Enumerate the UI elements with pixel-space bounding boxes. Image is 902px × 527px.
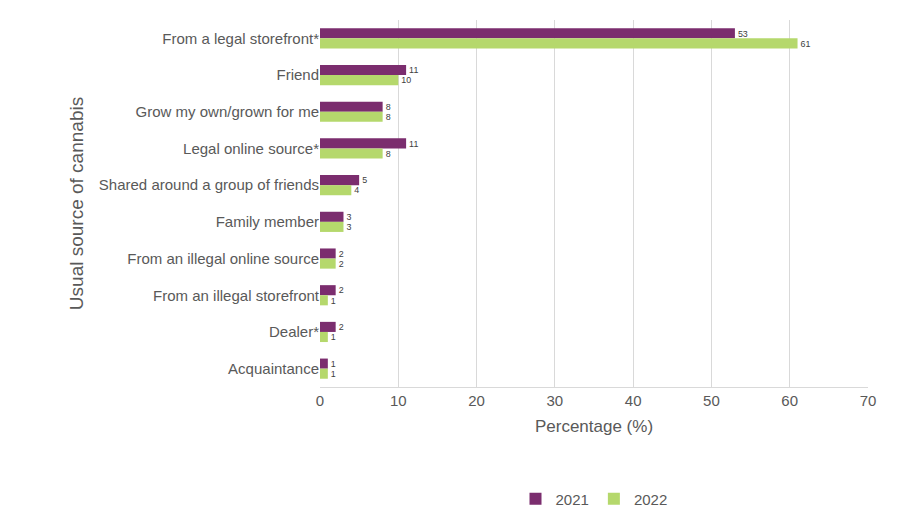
svg-text:Acquaintance: Acquaintance <box>228 360 319 377</box>
svg-text:Dealer*: Dealer* <box>269 323 319 340</box>
svg-text:1: 1 <box>331 369 336 379</box>
svg-text:8: 8 <box>386 149 391 159</box>
svg-text:50: 50 <box>703 392 720 409</box>
svg-text:From an illegal online source: From an illegal online source <box>127 250 319 267</box>
svg-text:61: 61 <box>801 39 811 49</box>
svg-text:10: 10 <box>390 392 407 409</box>
svg-text:2: 2 <box>339 259 344 269</box>
svg-text:2021: 2021 <box>556 491 589 508</box>
svg-text:11: 11 <box>409 139 418 149</box>
svg-text:0: 0 <box>316 392 324 409</box>
svg-text:1: 1 <box>331 332 336 342</box>
svg-text:3: 3 <box>346 212 351 222</box>
svg-text:10: 10 <box>401 75 411 85</box>
svg-text:1: 1 <box>331 296 336 306</box>
svg-text:Shared around a group of frien: Shared around a group of friends <box>99 176 319 193</box>
svg-text:Usual source of cannabis: Usual source of cannabis <box>66 97 87 310</box>
svg-text:11: 11 <box>409 65 418 75</box>
svg-text:20: 20 <box>468 392 485 409</box>
svg-text:3: 3 <box>346 222 351 232</box>
svg-text:5: 5 <box>362 175 367 185</box>
svg-text:1: 1 <box>331 359 336 369</box>
svg-text:60: 60 <box>781 392 798 409</box>
svg-text:Percentage (%): Percentage (%) <box>535 417 653 436</box>
svg-text:Family member: Family member <box>216 213 319 230</box>
svg-text:8: 8 <box>386 102 391 112</box>
svg-text:From an illegal storefront: From an illegal storefront <box>153 287 320 304</box>
svg-text:2: 2 <box>339 249 344 259</box>
svg-text:8: 8 <box>386 112 391 122</box>
svg-text:53: 53 <box>738 29 748 39</box>
svg-text:2: 2 <box>339 285 344 295</box>
svg-text:Grow my own/grown for me: Grow my own/grown for me <box>136 103 319 120</box>
svg-text:30: 30 <box>547 392 564 409</box>
svg-text:40: 40 <box>625 392 642 409</box>
svg-text:Legal online source*: Legal online source* <box>183 140 319 157</box>
svg-text:2022: 2022 <box>634 491 667 508</box>
svg-text:4: 4 <box>354 185 359 195</box>
svg-text:2: 2 <box>339 322 344 332</box>
svg-text:70: 70 <box>860 392 877 409</box>
svg-text:Friend: Friend <box>276 66 319 83</box>
svg-text:From a legal storefront*: From a legal storefront* <box>162 30 319 47</box>
